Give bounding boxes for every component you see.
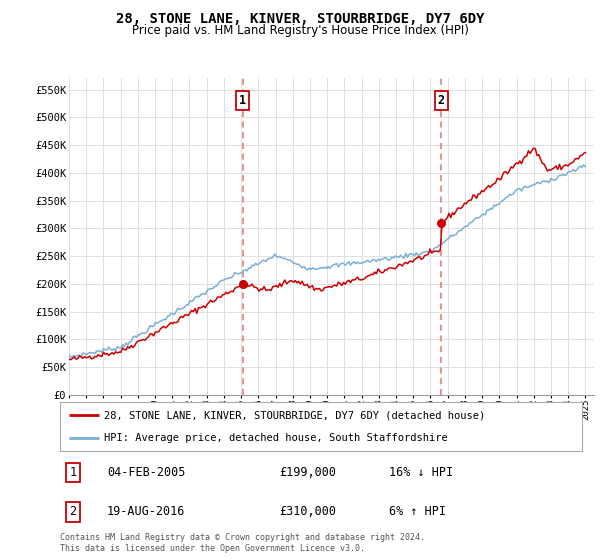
Text: £310,000: £310,000 [279,505,336,519]
Text: HPI: Average price, detached house, South Staffordshire: HPI: Average price, detached house, Sout… [104,433,448,444]
Text: 19-AUG-2016: 19-AUG-2016 [107,505,185,519]
Text: Contains HM Land Registry data © Crown copyright and database right 2024.
This d: Contains HM Land Registry data © Crown c… [60,533,425,553]
Text: £199,000: £199,000 [279,466,336,479]
Text: 16% ↓ HPI: 16% ↓ HPI [389,466,453,479]
Text: 1: 1 [239,94,246,107]
Text: 04-FEB-2005: 04-FEB-2005 [107,466,185,479]
Text: Price paid vs. HM Land Registry's House Price Index (HPI): Price paid vs. HM Land Registry's House … [131,24,469,36]
Text: 2: 2 [70,505,77,519]
Text: 28, STONE LANE, KINVER, STOURBRIDGE, DY7 6DY (detached house): 28, STONE LANE, KINVER, STOURBRIDGE, DY7… [104,410,485,421]
Text: 6% ↑ HPI: 6% ↑ HPI [389,505,446,519]
Text: 1: 1 [70,466,77,479]
Text: 28, STONE LANE, KINVER, STOURBRIDGE, DY7 6DY: 28, STONE LANE, KINVER, STOURBRIDGE, DY7… [116,12,484,26]
Text: 2: 2 [438,94,445,107]
